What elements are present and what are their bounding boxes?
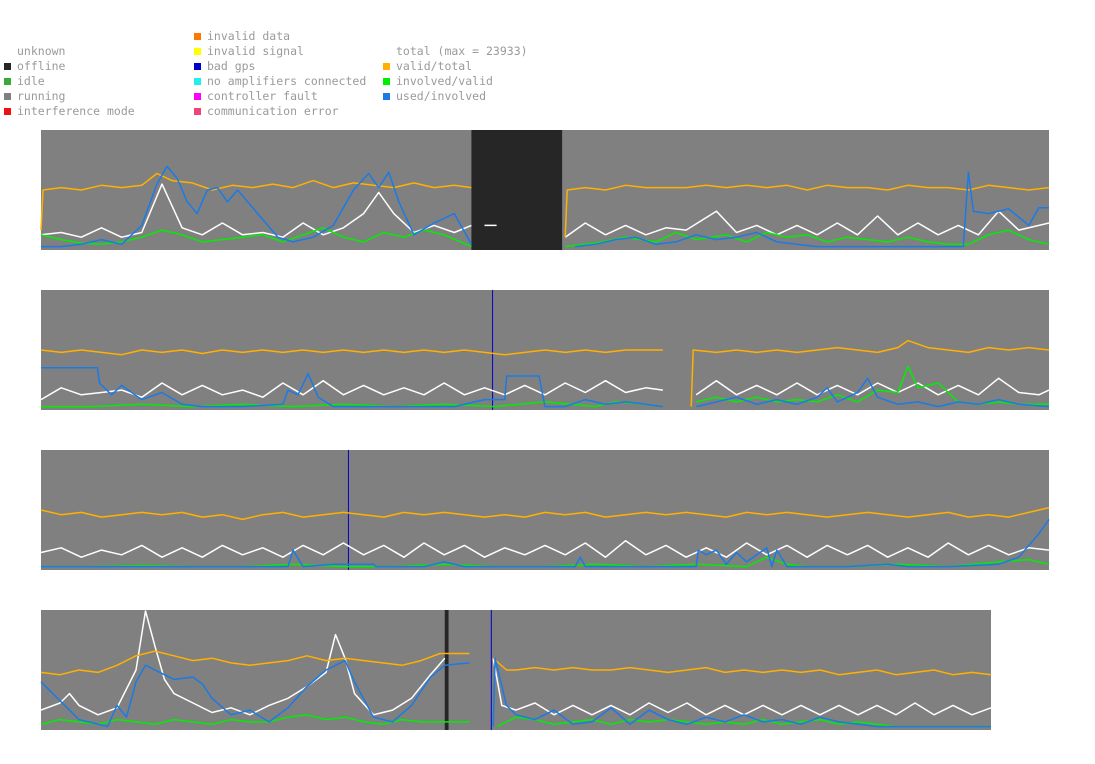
legend-swatch [194,108,201,115]
legend-swatch [4,63,11,70]
series-line-total [40,539,1050,558]
plot-background [41,450,1049,570]
legend-label: running [17,89,66,103]
series-line-used-involved [41,165,1049,248]
series-line-total [40,377,1050,401]
series-line-involved-valid [40,227,1050,248]
legend-swatch [194,93,201,100]
legend-swatch [383,63,390,70]
chart-panel-2 [40,290,1050,410]
legend-swatch [4,78,11,85]
legend-label: invalid data [207,29,291,43]
series-line-valid-total [40,172,1050,238]
legend-label: no amplifiers connected [207,74,367,88]
series-line-valid-total [40,339,1050,407]
series-line-total [40,610,992,716]
legend-label: interference mode [17,104,135,118]
legend-swatch [194,78,201,85]
chart-panel-1 [40,130,1050,250]
legend-label: involved/valid [396,74,493,88]
chart-panel-4 [40,610,992,730]
legend-label: communication error [207,104,339,118]
data-gap [662,290,689,410]
legend-swatch [194,33,201,40]
legend-swatch [383,78,390,85]
legend-swatch [4,108,11,115]
legend-label: offline [17,59,66,73]
legend-swatch [383,93,390,100]
series-line-total [40,183,1050,238]
data-gap [469,610,492,730]
chart-panel-3 [40,450,1050,570]
legend-swatch [194,48,201,55]
legend-label: unknown [17,44,66,58]
series-line-used-involved [41,366,1050,408]
status-span-offline [444,610,449,730]
legend-label: used/involved [396,89,487,103]
legend-label: idle [17,74,45,88]
legend-label: invalid signal [207,44,304,58]
legend-swatch [194,63,201,70]
legend-label: total (max = 23933) [396,44,528,58]
legend-label: controller fault [207,89,318,103]
series-line-valid-total [40,650,992,676]
series-line-used-involved [40,657,991,728]
series-line-used-involved [41,518,1050,568]
status-span-offline [471,130,563,250]
legend-label: valid/total [396,59,473,73]
legend-swatch [4,93,11,100]
legend-label: bad gps [207,59,256,73]
series-line-valid-total [40,506,1050,521]
